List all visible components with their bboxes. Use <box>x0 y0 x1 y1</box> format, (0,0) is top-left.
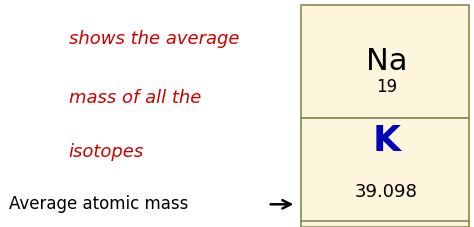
Text: shows the average: shows the average <box>69 30 239 48</box>
Text: isotopes: isotopes <box>69 143 144 161</box>
Text: Average atomic mass: Average atomic mass <box>9 195 189 213</box>
Bar <box>301 118 469 222</box>
Bar <box>301 221 469 227</box>
Text: mass of all the: mass of all the <box>69 89 201 107</box>
Text: 39.098: 39.098 <box>355 183 418 201</box>
Text: Na: Na <box>365 47 407 76</box>
Text: K: K <box>372 124 401 158</box>
Text: 19: 19 <box>376 78 397 96</box>
Bar <box>301 5 469 118</box>
